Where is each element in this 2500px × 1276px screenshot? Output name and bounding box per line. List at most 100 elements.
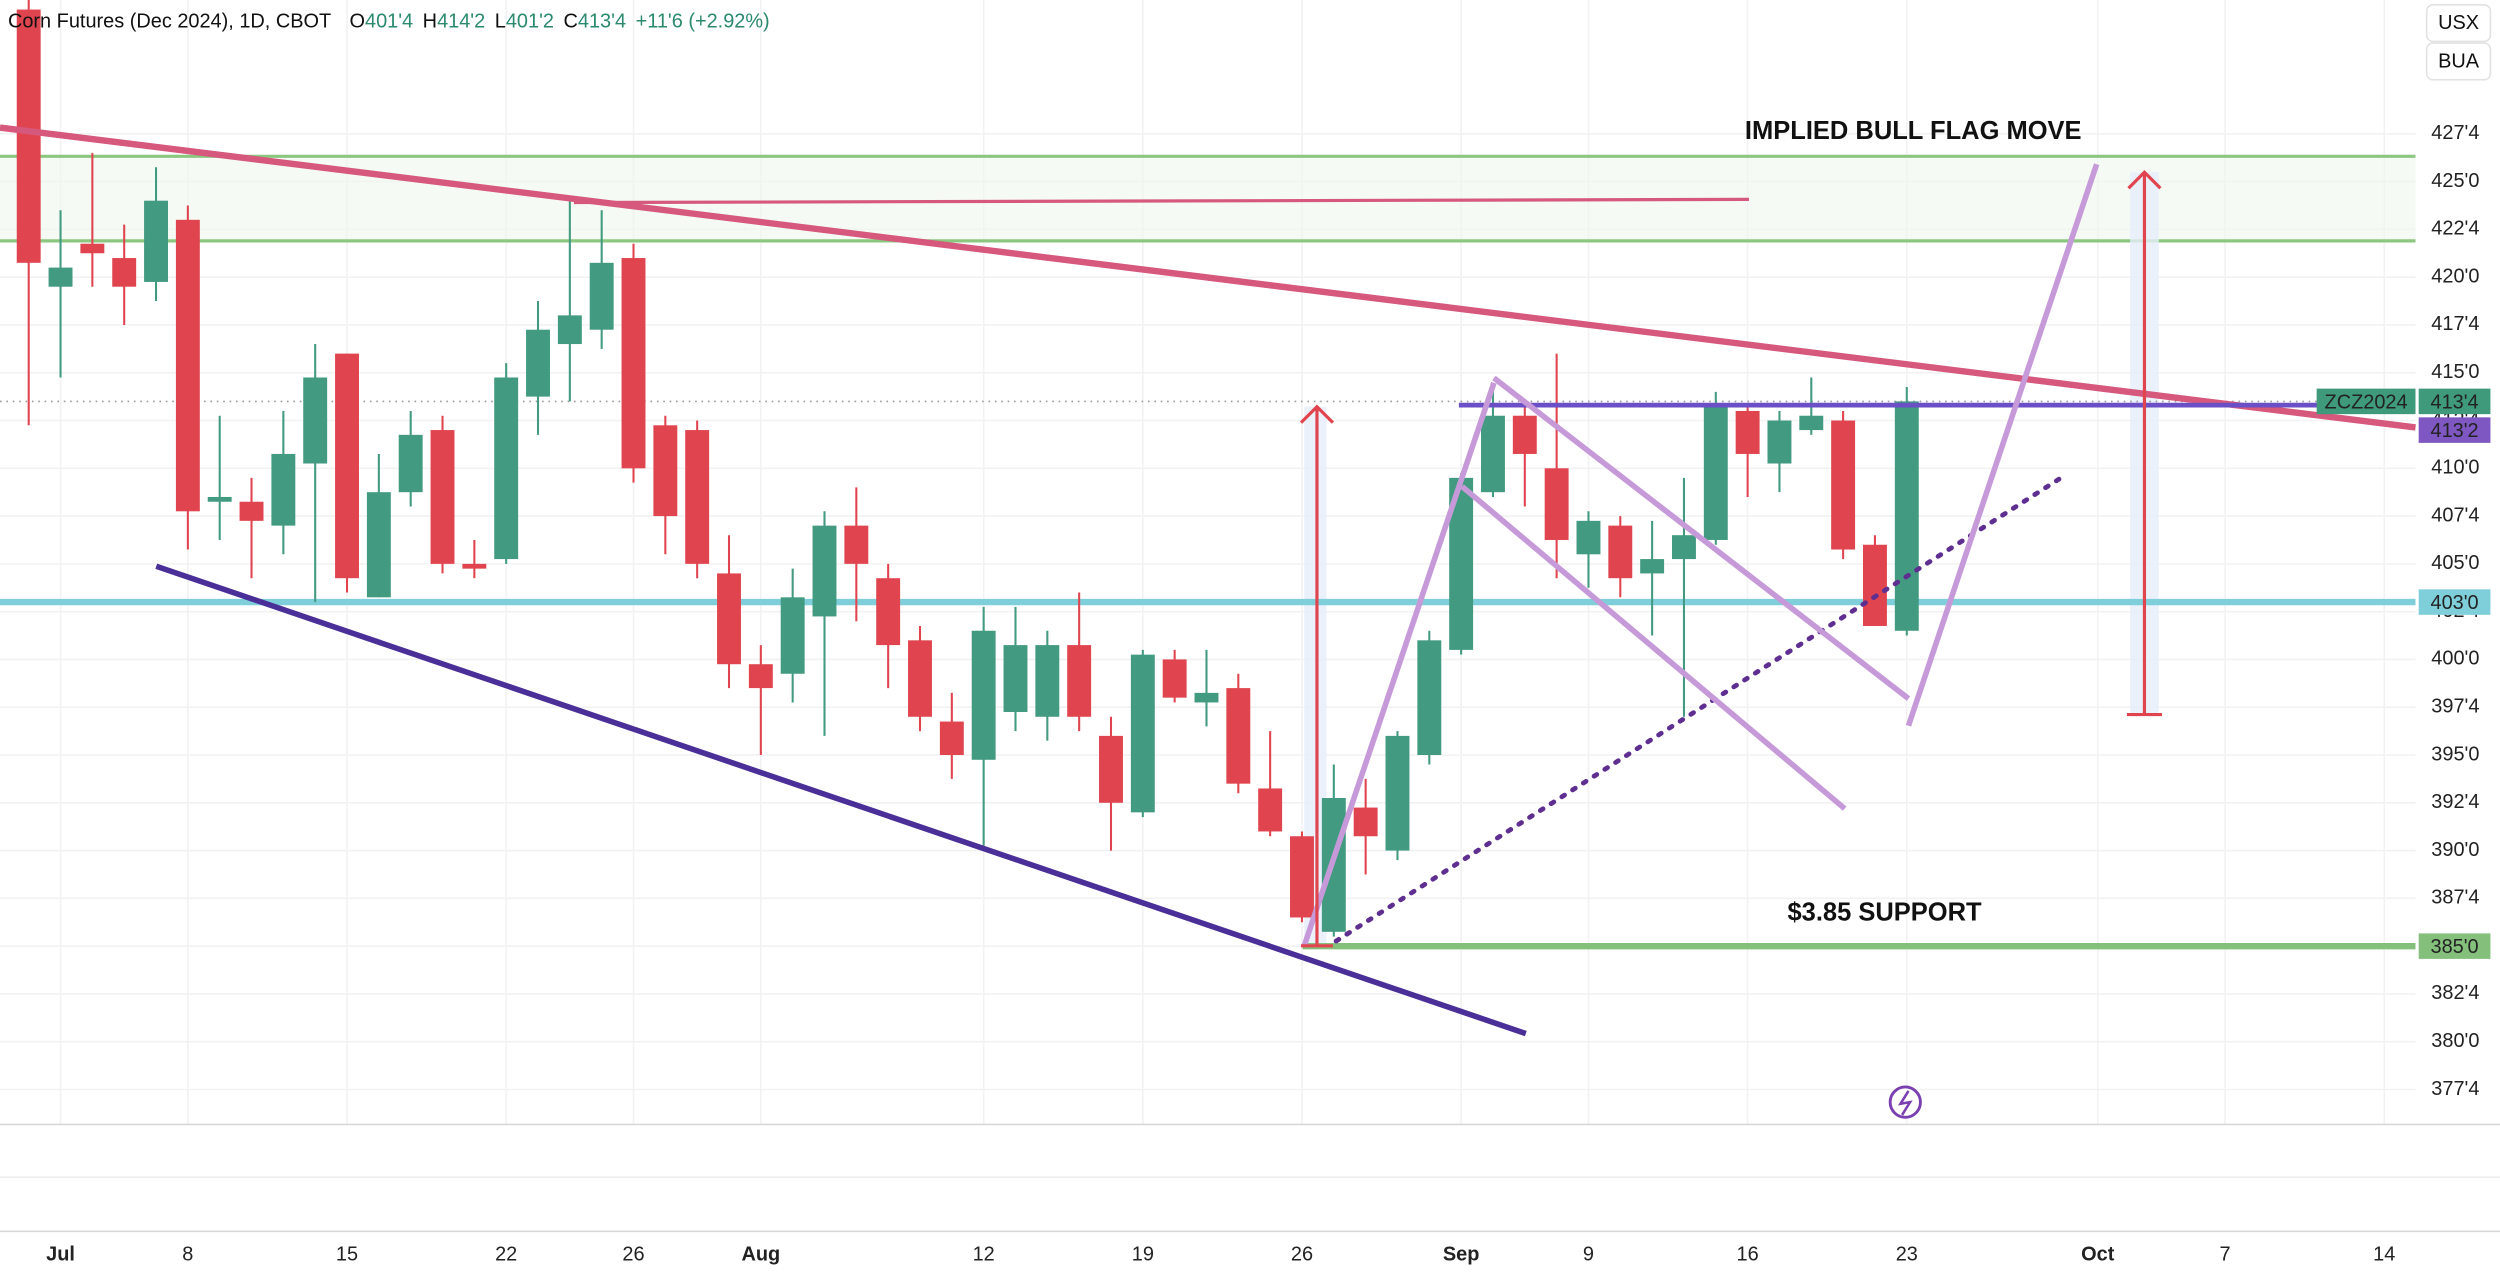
target-zone bbox=[0, 156, 2416, 241]
arrow-head bbox=[2127, 170, 2162, 190]
arrow-head bbox=[1299, 404, 1335, 424]
candle-body bbox=[1767, 420, 1792, 464]
candle-body bbox=[780, 597, 805, 674]
candles bbox=[16, 0, 1919, 937]
candle-body bbox=[462, 563, 487, 569]
candle-body bbox=[175, 219, 200, 512]
price-tag-label: 385'0 bbox=[2431, 936, 2479, 958]
annotation: $3.85 SUPPORT bbox=[1787, 899, 1982, 927]
price-tag bbox=[2418, 589, 2491, 615]
x-tick-label: 9 bbox=[1583, 1244, 1594, 1266]
event-icon-bolt bbox=[1897, 1090, 1913, 1116]
y-tick-label: 407'4 bbox=[2431, 504, 2479, 526]
ohlc-value: 414'2 bbox=[437, 11, 485, 33]
candle-body bbox=[1194, 692, 1219, 703]
x-tick-label: 16 bbox=[1737, 1244, 1759, 1266]
button-label[interactable]: BUA bbox=[2438, 50, 2480, 72]
candle-body bbox=[16, 9, 41, 263]
candle-body bbox=[1449, 477, 1474, 650]
change: +11'6 (+2.92%) bbox=[636, 11, 770, 33]
candle-body bbox=[1099, 735, 1123, 803]
ohlc-key: O bbox=[350, 11, 365, 33]
candle-body bbox=[1703, 406, 1728, 540]
candle-body bbox=[526, 329, 550, 397]
x-tick-label: Oct bbox=[2081, 1244, 2115, 1266]
price-tag bbox=[2418, 388, 2491, 415]
event-icon[interactable] bbox=[1888, 1085, 1922, 1119]
candle-body bbox=[335, 353, 359, 579]
candle-body bbox=[589, 262, 614, 330]
candle-body bbox=[48, 267, 73, 287]
button-label[interactable]: USX bbox=[2438, 12, 2479, 34]
ohlc-key: H bbox=[423, 11, 437, 33]
candle-body bbox=[748, 664, 773, 689]
ohlc-value: 413'4 bbox=[578, 11, 626, 33]
candle-body bbox=[80, 243, 105, 254]
button[interactable] bbox=[2425, 3, 2492, 43]
candle-body bbox=[1481, 415, 1505, 493]
candle-body bbox=[1162, 659, 1187, 698]
candle-body bbox=[144, 200, 168, 282]
candle-body bbox=[366, 492, 391, 598]
projected-pole bbox=[1905, 163, 2100, 727]
candle-body bbox=[971, 630, 996, 760]
resistance-trendline bbox=[0, 124, 2416, 431]
ohlc-value: 401'2 bbox=[506, 11, 554, 33]
x-tick-label: 26 bbox=[622, 1244, 644, 1266]
candle-body bbox=[908, 640, 932, 717]
candle-body bbox=[494, 377, 519, 560]
ohlc-key: L bbox=[495, 11, 506, 33]
y-tick-label: 420'0 bbox=[2431, 265, 2479, 287]
annotation: IMPLIED BULL FLAG MOVE bbox=[1745, 117, 2082, 145]
y-tick-label: 400'0 bbox=[2431, 648, 2479, 670]
candle-body bbox=[1035, 645, 1060, 717]
y-tick-label: 377'4 bbox=[2431, 1078, 2479, 1100]
candle-body bbox=[1831, 420, 1856, 550]
y-tick-label: 427'4 bbox=[2431, 122, 2479, 144]
symbol-tag bbox=[2316, 388, 2416, 415]
toolbar: USX BUA bbox=[2425, 3, 2492, 81]
ohlc-key: C bbox=[564, 11, 578, 33]
y-tick-label: 380'0 bbox=[2431, 1030, 2479, 1052]
candle-body bbox=[398, 434, 423, 493]
candle-body bbox=[1290, 836, 1314, 918]
x-tick-label: 8 bbox=[182, 1244, 193, 1266]
y-tick-label: 387'4 bbox=[2431, 887, 2479, 909]
button[interactable] bbox=[2425, 42, 2492, 81]
candle-body bbox=[1512, 415, 1537, 454]
y-tick-label: 417'4 bbox=[2431, 313, 2479, 335]
flag-line bbox=[1492, 375, 1911, 701]
ohlc-value: 401'4 bbox=[365, 11, 413, 33]
symbol: Corn Futures (Dec 2024), 1D, CBOT bbox=[8, 11, 331, 33]
candle-body bbox=[812, 525, 837, 617]
x-tick-label: 23 bbox=[1896, 1244, 1918, 1266]
candle-body bbox=[557, 315, 582, 345]
dotted-trendline bbox=[1333, 476, 2063, 944]
y-tick-label: 425'0 bbox=[2431, 170, 2479, 192]
drawings bbox=[0, 124, 2416, 1037]
candle-body bbox=[1799, 415, 1824, 431]
y-tick-label: 390'0 bbox=[2431, 839, 2479, 861]
flag-line bbox=[1460, 484, 1847, 811]
flag-pole bbox=[1301, 381, 1497, 947]
x-tick-label: 7 bbox=[2220, 1244, 2231, 1266]
candle-body bbox=[685, 430, 710, 564]
x-tick-label: 19 bbox=[1132, 1244, 1154, 1266]
x-tick-label: 26 bbox=[1291, 1244, 1313, 1266]
x-tick-label: Sep bbox=[1443, 1244, 1480, 1266]
candle-body bbox=[653, 425, 678, 517]
candle-body bbox=[207, 496, 232, 502]
candle-body bbox=[844, 525, 869, 564]
candle-body bbox=[239, 501, 264, 521]
candle-body bbox=[1544, 468, 1569, 540]
y-tick-label: 397'4 bbox=[2431, 695, 2479, 717]
y-tick-label: 395'0 bbox=[2431, 743, 2479, 765]
candle-body bbox=[939, 721, 964, 756]
candle-body bbox=[1353, 807, 1378, 837]
price-tag-label: 403'0 bbox=[2431, 592, 2479, 614]
candle-body bbox=[1385, 735, 1410, 851]
price-tag-label: 413'2 bbox=[2431, 420, 2479, 442]
candle-body bbox=[1226, 688, 1251, 784]
